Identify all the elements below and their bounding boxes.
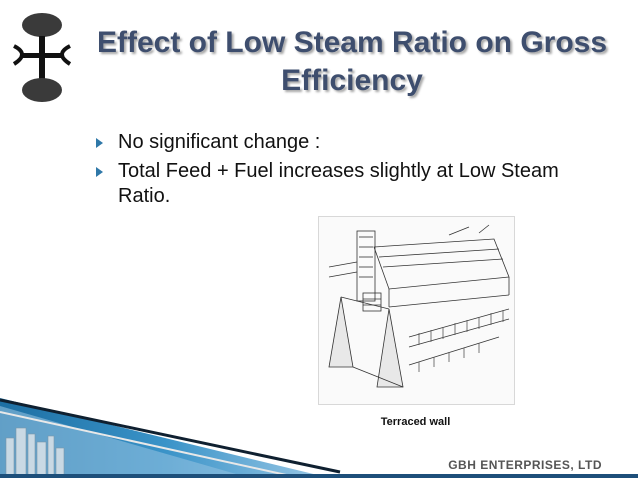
gbh-logo-icon bbox=[12, 13, 72, 102]
bullet-list: No significant change : Total Feed + Fue… bbox=[94, 130, 614, 213]
title-line-2: Efficiency bbox=[281, 64, 423, 97]
triangle-bullet-icon bbox=[96, 167, 103, 177]
bullet-text: Total Feed + Fuel increases slightly at … bbox=[118, 160, 559, 207]
furnace-diagram-icon bbox=[328, 224, 510, 388]
bullet-item: No significant change : bbox=[94, 130, 614, 155]
bullet-text: No significant change : bbox=[118, 131, 321, 153]
title-line-1: Effect of Low Steam Ratio on Gross bbox=[96, 26, 608, 59]
bullet-item: Total Feed + Fuel increases slightly at … bbox=[94, 159, 614, 209]
triangle-bullet-icon bbox=[96, 138, 103, 148]
terraced-wall-drawing bbox=[318, 216, 515, 405]
slide-title: Effect of Low Steam Ratio on Gross Effic… bbox=[72, 24, 632, 100]
footer-skyline-decoration bbox=[0, 398, 638, 478]
figure-caption: Terraced wall bbox=[380, 416, 451, 428]
company-name: GBH ENTERPRISES, LTD bbox=[448, 458, 602, 472]
